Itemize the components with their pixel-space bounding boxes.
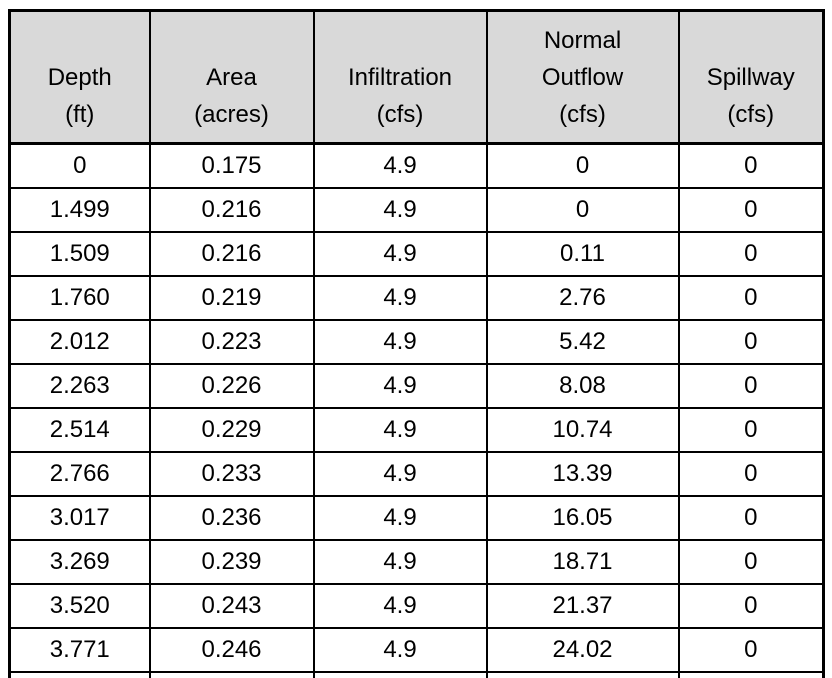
column-header-line: (ft)	[65, 101, 95, 128]
table-cell: 4.9	[312, 318, 488, 365]
table-cell: 1.509	[8, 230, 151, 277]
table-cell: 5.42	[485, 318, 680, 365]
table-cell: 3.269	[8, 538, 151, 585]
table-row: 2.263 0.226 4.9 8.08 0	[8, 362, 825, 409]
table-cell-empty	[148, 670, 315, 678]
table-cell: 4.9	[312, 274, 488, 321]
table-cell: 0	[485, 186, 680, 233]
table-cell: 0.246	[148, 626, 315, 673]
table-cell: 24.02	[485, 626, 680, 673]
table-cell-empty	[485, 670, 680, 678]
table-cell: 0	[677, 450, 825, 497]
table-cell-empty	[8, 670, 151, 678]
table-row: 3.017 0.236 4.9 16.05 0	[8, 494, 825, 541]
table-cell: 0.233	[148, 450, 315, 497]
table-cell: 0.243	[148, 582, 315, 629]
column-header-line: Infiltration	[347, 64, 453, 91]
table-cell: 16.05	[485, 494, 680, 541]
column-header-line: (cfs)	[559, 101, 606, 128]
table-cell: 0	[677, 318, 825, 365]
table-cell: 0	[677, 142, 825, 189]
table-header: Depth (ft) Area (acres) Infiltration (cfs) Nor…	[8, 9, 825, 145]
table-row: 3.269 0.239 4.9 18.71 0	[8, 538, 825, 585]
table-cell: 0	[677, 582, 825, 629]
table-cell: 4.9	[312, 582, 488, 629]
table-cell: 4.9	[312, 186, 488, 233]
table-cell: 0	[677, 538, 825, 585]
table-cell: 4.9	[312, 626, 488, 673]
column-header-line: Normal	[543, 27, 622, 54]
table-body: 0 0.175 4.9 0 0 1.499 0.216 4.9 0 0 1.509 0.216 4.9 0…	[8, 142, 825, 678]
table-cell: 3.017	[8, 494, 151, 541]
table-cell-empty	[312, 670, 488, 678]
table-cell: 10.74	[485, 406, 680, 453]
table-cell: 0	[677, 626, 825, 673]
table-cell: 0	[677, 406, 825, 453]
table-cell-empty	[677, 670, 825, 678]
table-cell: 2.766	[8, 450, 151, 497]
table-cell: 13.39	[485, 450, 680, 497]
table-cell: 0.239	[148, 538, 315, 585]
table-cell: 2.012	[8, 318, 151, 365]
table-row: 2.766 0.233 4.9 13.39 0	[8, 450, 825, 497]
table-cell: 0	[677, 494, 825, 541]
table-cell: 4.9	[312, 450, 488, 497]
column-header-area: Area (acres)	[148, 9, 315, 145]
table-row: 0 0.175 4.9 0 0	[8, 142, 825, 189]
table-cell: 1.760	[8, 274, 151, 321]
table-cell: 0.219	[148, 274, 315, 321]
column-header-line: Outflow	[541, 64, 624, 91]
table-cell: 4.9	[312, 494, 488, 541]
table-cell: 4.9	[312, 362, 488, 409]
table-cell: 2.76	[485, 274, 680, 321]
table-cell: 0	[8, 142, 151, 189]
table-row: 3.771 0.246 4.9 24.02 0	[8, 626, 825, 673]
table-cell: 21.37	[485, 582, 680, 629]
table-cell: 3.771	[8, 626, 151, 673]
table-cell: 0.216	[148, 230, 315, 277]
table-cell: 4.9	[312, 230, 488, 277]
table-cell: 0.216	[148, 186, 315, 233]
column-header-line: (cfs)	[727, 101, 775, 128]
table-cell: 2.263	[8, 362, 151, 409]
header-row: Depth (ft) Area (acres) Infiltration (cfs) Nor…	[8, 9, 825, 145]
column-header-line: (cfs)	[376, 101, 424, 128]
column-header-line: Spillway	[706, 64, 795, 91]
table-row-partial	[8, 670, 825, 678]
table-row: 1.509 0.216 4.9 0.11 0	[8, 230, 825, 277]
table-cell: 3.520	[8, 582, 151, 629]
table-row: 2.012 0.223 4.9 5.42 0	[8, 318, 825, 365]
table-row: 1.760 0.219 4.9 2.76 0	[8, 274, 825, 321]
table-row: 1.499 0.216 4.9 0 0	[8, 186, 825, 233]
table-cell: 4.9	[312, 406, 488, 453]
column-header-line: Depth	[47, 64, 112, 91]
table-row: 3.520 0.243 4.9 21.37 0	[8, 582, 825, 629]
table-cell: 0.229	[148, 406, 315, 453]
column-header-line: Area	[206, 64, 257, 91]
table-cell: 18.71	[485, 538, 680, 585]
table-cell: 4.9	[312, 142, 488, 189]
column-header-line: (acres)	[194, 101, 269, 128]
column-header-spillway: Spillway (cfs)	[677, 9, 825, 145]
table-cell: 8.08	[485, 362, 680, 409]
table-cell: 0.11	[485, 230, 680, 277]
table-cell: 0	[677, 362, 825, 409]
table-cell: 2.514	[8, 406, 151, 453]
table-cell: 0.226	[148, 362, 315, 409]
table-cell: 0	[677, 274, 825, 321]
table-cell: 0.236	[148, 494, 315, 541]
column-header-normal-outflow: Normal Outflow (cfs)	[485, 9, 680, 145]
table-cell: 4.9	[312, 538, 488, 585]
table-cell: 0	[485, 142, 680, 189]
table-row: 2.514 0.229 4.9 10.74 0	[8, 406, 825, 453]
table-cell: 0.223	[148, 318, 315, 365]
column-header-depth: Depth (ft)	[8, 9, 151, 145]
table-cell: 1.499	[8, 186, 151, 233]
table-cell: 0	[677, 186, 825, 233]
column-header-infiltration: Infiltration (cfs)	[312, 9, 488, 145]
table-cell: 0	[677, 230, 825, 277]
stage-storage-discharge-table: Depth (ft) Area (acres) Infiltration (cfs) Nor…	[8, 9, 825, 678]
table-cell: 0.175	[148, 142, 315, 189]
